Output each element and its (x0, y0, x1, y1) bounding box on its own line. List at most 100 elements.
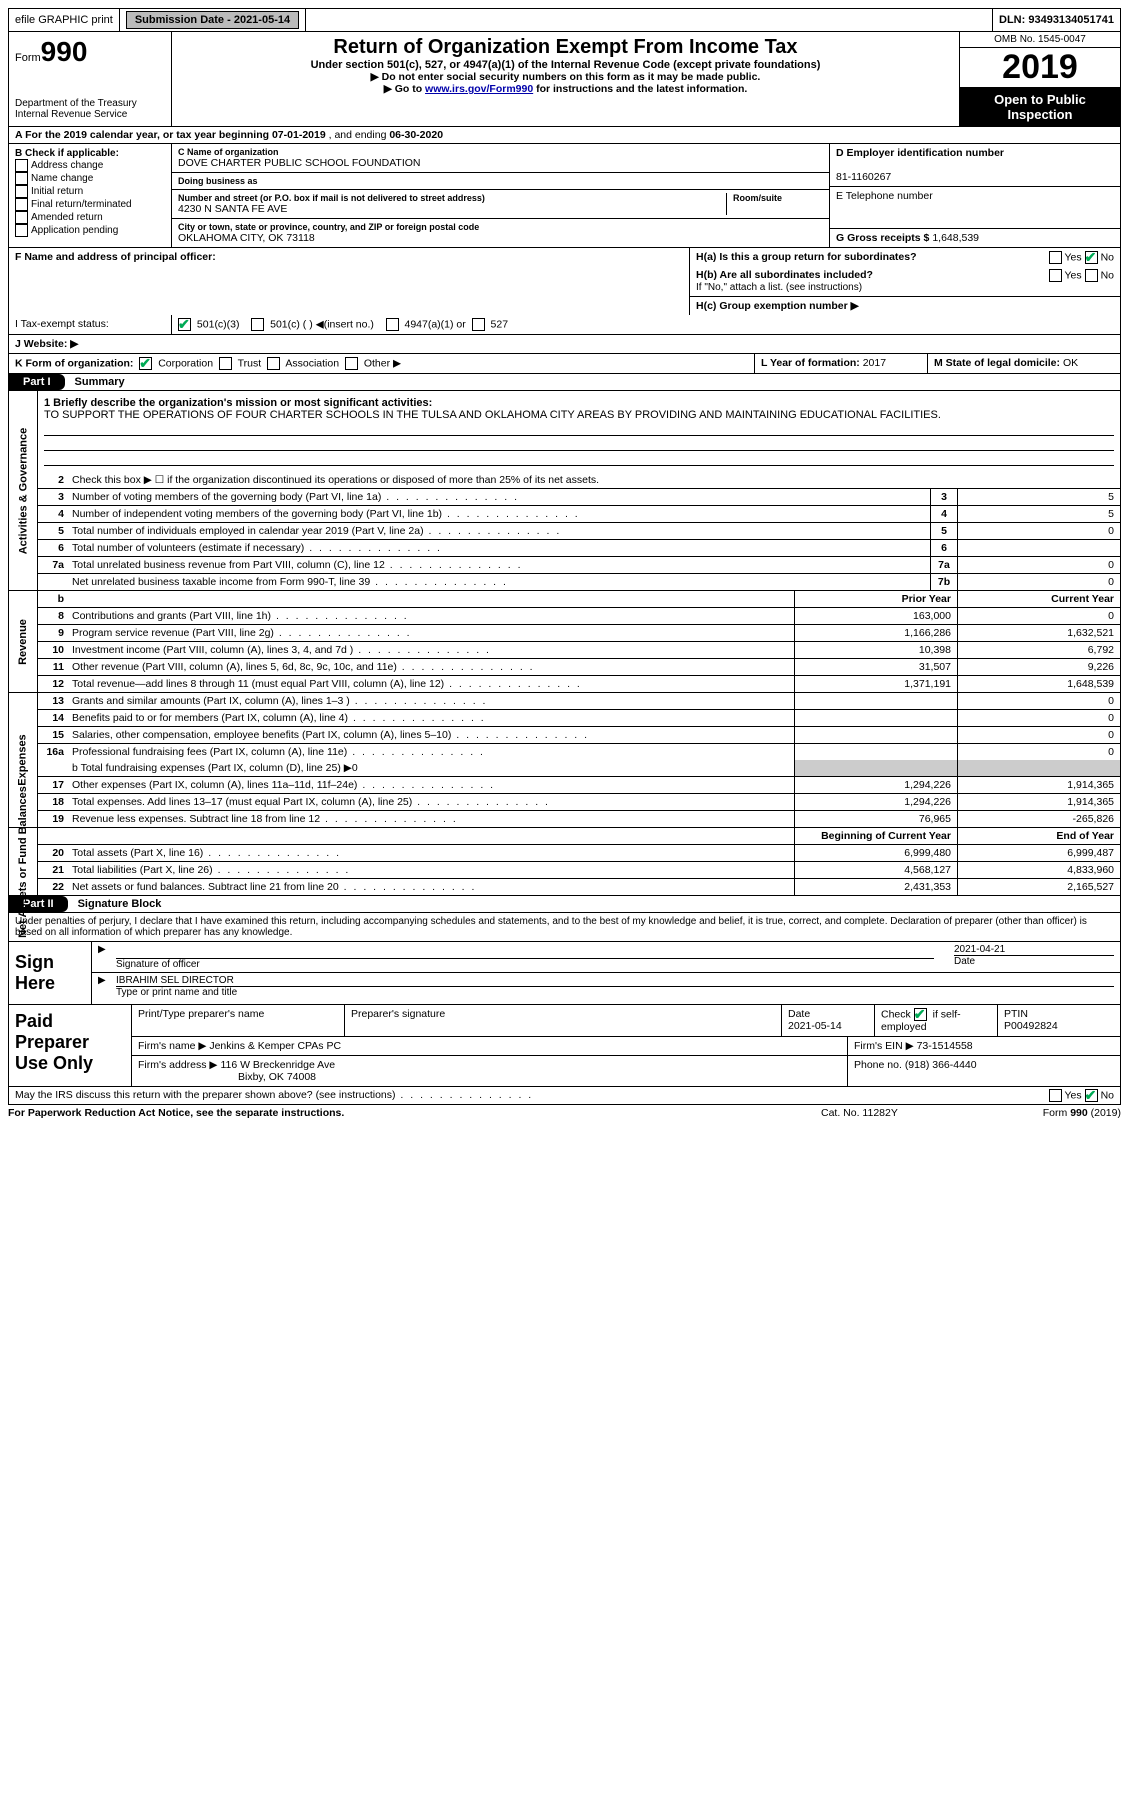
officer-label: F Name and address of principal officer: (15, 251, 216, 263)
line-a-tax-year: A For the 2019 calendar year, or tax yea… (9, 126, 1120, 143)
cb-hb-yes[interactable] (1049, 269, 1062, 282)
cb-hb-no[interactable] (1085, 269, 1098, 282)
sign-here-label: Sign Here (9, 942, 92, 1004)
cb-ha-yes[interactable] (1049, 251, 1062, 264)
summary-row: 20Total assets (Part X, line 16)6,999,48… (38, 845, 1120, 862)
irs-discuss-row: May the IRS discuss this return with the… (9, 1086, 1120, 1104)
officer-name-label: Type or print name and title (116, 986, 1114, 998)
firm-ein-value: 73-1514558 (917, 1040, 973, 1052)
ein-value: 81-1160267 (836, 171, 891, 183)
sign-here-block: Sign Here ▶ Signature of officer 2021-04… (9, 941, 1120, 1004)
cat-no: Cat. No. 11282Y (821, 1107, 981, 1119)
col-h-group: H(a) Is this a group return for subordin… (690, 248, 1120, 315)
revenue-section: Revenue bPrior YearCurrent Year 8Contrib… (9, 590, 1120, 692)
signature-officer-label: Signature of officer (116, 959, 200, 970)
summary-row: 7aTotal unrelated business revenue from … (38, 557, 1120, 574)
cb-other[interactable] (345, 357, 358, 370)
paid-preparer-label: Paid Preparer Use Only (9, 1005, 132, 1086)
toolbar-spacer (306, 9, 993, 31)
ptin-value: P00492824 (1004, 1020, 1058, 1032)
cb-4947[interactable] (386, 318, 399, 331)
gross-receipts-label: G Gross receipts $ (836, 232, 929, 244)
firm-addr1-value: 116 W Breckenridge Ave (220, 1059, 335, 1071)
tax-status-label: I Tax-exempt status: (15, 318, 109, 330)
year-formation-label: L Year of formation: (761, 357, 863, 369)
row-j-website: J Website: ▶ (9, 334, 1120, 353)
part-2-title: Signature Block (78, 898, 162, 910)
form-subtitle-2: ▶ Do not enter social security numbers o… (178, 71, 953, 83)
cb-corp[interactable] (139, 357, 152, 370)
summary-row: 4Number of independent voting members of… (38, 506, 1120, 523)
cb-527[interactable] (472, 318, 485, 331)
summary-row: 16aProfessional fundraising fees (Part I… (38, 744, 1120, 760)
cb-discuss-no[interactable] (1085, 1089, 1098, 1102)
cb-final-return[interactable] (15, 198, 28, 211)
website-label: J Website: ▶ (15, 338, 78, 350)
h-c-label: H(c) Group exemption number ▶ (696, 300, 859, 312)
side-revenue: Revenue (9, 591, 38, 692)
cb-name-change[interactable] (15, 172, 28, 185)
summary-row: 3Number of voting members of the governi… (38, 489, 1120, 506)
cb-501c[interactable] (251, 318, 264, 331)
year-formation-value: 2017 (863, 357, 886, 369)
dba-label: Doing business as (178, 176, 823, 186)
cb-initial-return[interactable] (15, 185, 28, 198)
expenses-section: Expenses 13Grants and similar amounts (P… (9, 692, 1120, 827)
preparer-date-label: Date (788, 1008, 810, 1020)
firm-ein-label: Firm's EIN ▶ (854, 1040, 914, 1052)
firm-addr2-value: Bixby, OK 74008 (238, 1071, 316, 1083)
dept-treasury-label: Department of the Treasury Internal Reve… (15, 98, 165, 120)
row-i-tax-status: I Tax-exempt status: 501(c)(3) 501(c) ( … (9, 315, 1120, 334)
street-value: 4230 N SANTA FE AVE (178, 203, 726, 215)
cb-501c3[interactable] (178, 318, 191, 331)
cb-trust[interactable] (219, 357, 232, 370)
cb-ha-no[interactable] (1085, 251, 1098, 264)
preparer-sig-label: Preparer's signature (345, 1005, 782, 1036)
summary-row: 17Other expenses (Part IX, column (A), l… (38, 777, 1120, 794)
cb-discuss-yes[interactable] (1049, 1089, 1062, 1102)
ptin-label: PTIN (1004, 1008, 1028, 1020)
mission-text: TO SUPPORT THE OPERATIONS OF FOUR CHARTE… (44, 409, 1114, 421)
summary-row: 8Contributions and grants (Part VIII, li… (38, 608, 1120, 625)
prior-year-header: Prior Year (794, 591, 957, 607)
summary-row: 15Salaries, other compensation, employee… (38, 727, 1120, 744)
sign-date-label: Date (954, 955, 1114, 967)
ein-label: D Employer identification number (836, 147, 1004, 159)
penalty-declaration: Under penalties of perjury, I declare th… (9, 912, 1120, 941)
firm-phone-value: (918) 366-4440 (905, 1059, 977, 1071)
state-domicile-value: OK (1063, 357, 1078, 369)
submission-date-button[interactable]: Submission Date - 2021-05-14 (126, 11, 299, 29)
summary-row: 18Total expenses. Add lines 13–17 (must … (38, 794, 1120, 811)
cb-application-pending[interactable] (15, 224, 28, 237)
activities-governance-section: Activities & Governance 1 Briefly descri… (9, 390, 1120, 590)
preparer-name-label: Print/Type preparer's name (132, 1005, 345, 1036)
cb-assoc[interactable] (267, 357, 280, 370)
col-c-org-info: C Name of organization DOVE CHARTER PUBL… (172, 144, 830, 247)
form-id-block: Form990 Department of the Treasury Inter… (9, 32, 172, 126)
form-year-block: OMB No. 1545-0047 2019 Open to Public In… (960, 32, 1120, 126)
top-toolbar: efile GRAPHIC print Submission Date - 20… (8, 8, 1121, 32)
col-b-title: B Check if applicable: (15, 148, 119, 159)
dln-label: DLN: 93493134051741 (993, 9, 1120, 31)
room-label: Room/suite (733, 193, 823, 203)
cb-self-employed[interactable] (914, 1008, 927, 1021)
form-header: Form990 Department of the Treasury Inter… (9, 32, 1120, 126)
summary-row: 11Other revenue (Part VIII, column (A), … (38, 659, 1120, 676)
efile-print-label[interactable]: efile GRAPHIC print (9, 9, 120, 31)
section-b-to-g: B Check if applicable: Address change Na… (9, 143, 1120, 247)
form-990-page: Form990 Department of the Treasury Inter… (8, 32, 1121, 1105)
summary-row: 12Total revenue—add lines 8 through 11 (… (38, 676, 1120, 692)
form-subtitle-1: Under section 501(c), 527, or 4947(a)(1)… (178, 59, 953, 71)
instructions-link[interactable]: www.irs.gov/Form990 (425, 83, 533, 95)
org-name-value: DOVE CHARTER PUBLIC SCHOOL FOUNDATION (178, 157, 823, 169)
summary-row: 19Revenue less expenses. Subtract line 1… (38, 811, 1120, 827)
h-a-label: H(a) Is this a group return for subordin… (696, 251, 917, 263)
form-number: 990 (41, 36, 88, 67)
end-year-header: End of Year (957, 828, 1120, 844)
cb-address-change[interactable] (15, 159, 28, 172)
h-b-label: H(b) Are all subordinates included? (696, 269, 873, 281)
part-1-header: Part I Summary (9, 373, 1120, 390)
cb-amended-return[interactable] (15, 211, 28, 224)
col-b-checkboxes: B Check if applicable: Address change Na… (9, 144, 172, 247)
phone-label: E Telephone number (836, 190, 933, 202)
